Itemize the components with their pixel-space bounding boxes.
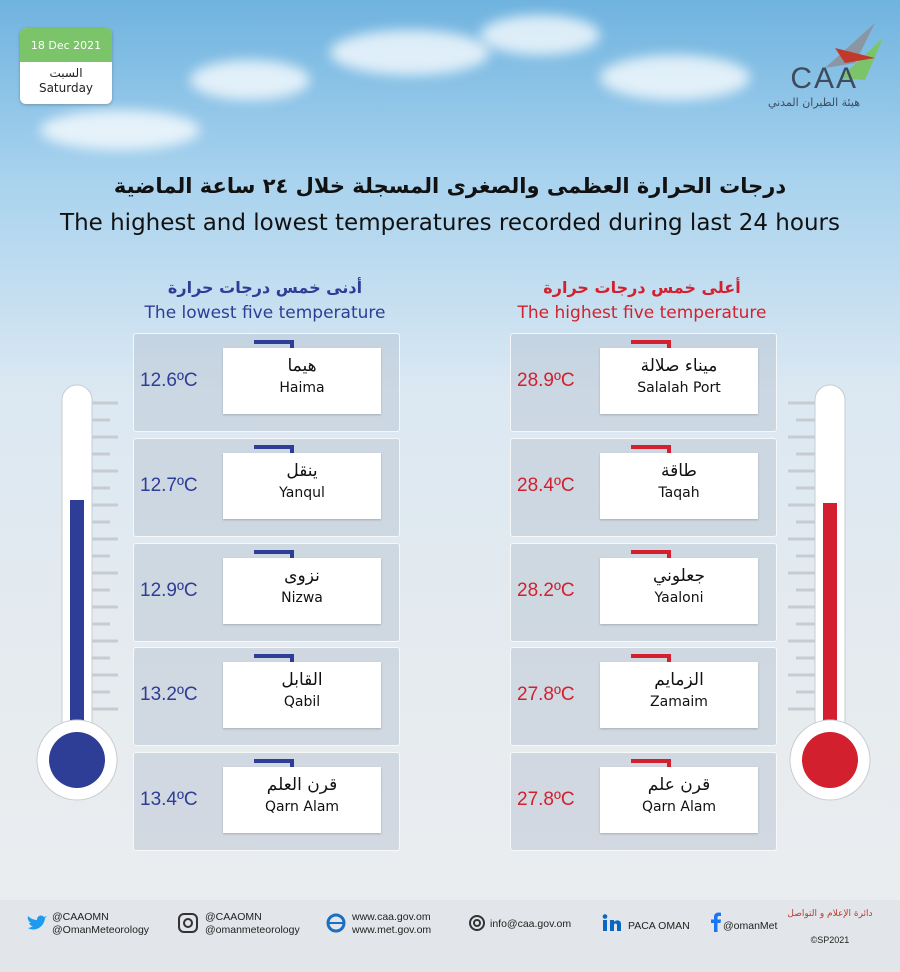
- station-box: جعلوني Yaaloni: [600, 557, 758, 624]
- temperature: 12.9ºC: [140, 579, 198, 601]
- station-card: القابل Qabil 13.2ºC: [133, 647, 400, 747]
- station-name-ar: جعلوني: [652, 565, 706, 586]
- station-box: قرن العلم Qarn Alam: [223, 767, 381, 834]
- heading-en: The lowest five temperature: [144, 303, 386, 323]
- heading-en: The highest five temperature: [517, 303, 767, 323]
- station-name-en: Yaaloni: [654, 589, 704, 606]
- station-name-ar: ينقل: [286, 460, 318, 481]
- cloud: [190, 60, 310, 100]
- station-name-ar: هيما: [287, 356, 317, 376]
- instagram-icon: [178, 913, 198, 933]
- station-name-ar: الزمايم: [654, 670, 704, 691]
- temperature: 28.2ºC: [517, 579, 575, 601]
- station-name-en: Nizwa: [281, 589, 323, 606]
- station-card: هيما Haima 12.6ºC: [133, 333, 400, 432]
- station-card: قرن علم Qarn Alam 27.8ºC: [510, 752, 777, 852]
- station-box: القابل Qabil: [223, 662, 381, 729]
- station-name-ar: طاقة: [661, 460, 697, 481]
- station-name-ar: قرن العلم: [266, 775, 338, 796]
- weekday-ar: السبت: [49, 66, 83, 80]
- weekday-en: Saturday: [38, 81, 94, 95]
- station-box: ميناء صلالة Salalah Port: [600, 348, 758, 414]
- handle: @CAAOMN: [205, 911, 262, 923]
- footer: @CAAOMN @OmanMeteorology @CAAOMN @omanmete…: [0, 900, 900, 972]
- station-name-en: Zamaim: [650, 694, 708, 711]
- station-name-en: Qarn Alam: [641, 799, 717, 816]
- link: www.caa.gov.om: [352, 911, 431, 923]
- station-card: جعلوني Yaaloni 28.2ºC: [510, 542, 777, 642]
- logo-abbr: CAA: [790, 62, 858, 95]
- logo-mark: [825, 23, 883, 80]
- heading-ar: أدنى خمس درجات حرارة: [167, 278, 363, 297]
- handle: @CAAOMN: [52, 911, 109, 923]
- temperature: 12.6ºC: [140, 370, 198, 391]
- station-name-en: Yanqul: [279, 484, 325, 501]
- facebook-icon: [711, 912, 721, 932]
- twitter-handles: @CAAOMN @OmanMeteorology: [52, 911, 149, 937]
- twitter-icon: [27, 915, 47, 930]
- handle: @OmanMeteorology: [52, 924, 150, 936]
- cloud: [600, 55, 750, 100]
- station-name-en: Salalah Port: [637, 380, 721, 396]
- temperature: 27.8ºC: [517, 684, 575, 706]
- copyright: ©SP2021: [810, 935, 850, 945]
- temperature: 27.8ºC: [517, 789, 575, 811]
- temperature: 13.2ºC: [140, 684, 198, 706]
- station-box: طاقة Taqah: [600, 452, 758, 519]
- station-box: نزوى Nizwa: [223, 557, 381, 624]
- linkedin-icon: [602, 914, 621, 931]
- station-name-ar: نزوى: [284, 565, 320, 586]
- station-box: الزمايم Zamaim: [600, 662, 758, 729]
- station-box: قرن علم Qarn Alam: [600, 767, 758, 834]
- station-card: ميناء صلالة Salalah Port 28.9ºC: [510, 333, 777, 432]
- station-name-en: Haima: [279, 380, 325, 396]
- station-card: نزوى Nizwa 12.9ºC: [133, 542, 400, 642]
- linkedin: PACA OMAN: [628, 920, 690, 932]
- station-card: قرن العلم Qarn Alam 13.4ºC: [133, 752, 400, 852]
- web-icon: [326, 913, 346, 933]
- temperature: 28.4ºC: [517, 474, 575, 496]
- thermometer-hot: [788, 384, 871, 801]
- cloud: [480, 15, 600, 55]
- station-name-en: Taqah: [658, 484, 700, 501]
- station-name-ar: القابل: [281, 670, 323, 691]
- temperature: 28.9ºC: [517, 370, 575, 391]
- station-name-ar: قرن علم: [647, 775, 711, 796]
- title-en: The highest and lowest temperatures reco…: [60, 210, 840, 236]
- facebook: @omanMet: [723, 920, 778, 932]
- station-card: الزمايم Zamaim 27.8ºC: [510, 647, 777, 747]
- handle: @omanmeteorology: [205, 924, 300, 936]
- station-box: هيما Haima: [223, 348, 381, 414]
- temperature: 12.7ºC: [140, 474, 198, 496]
- station-card: ينقل Yanqul 12.7ºC: [133, 437, 400, 537]
- department: دائرة الإعلام و التواصل: [787, 909, 873, 919]
- link: www.met.gov.om: [352, 924, 432, 936]
- logo-name: هيئة الطيران المدني: [767, 96, 860, 109]
- station-name-ar: ميناء صلالة: [640, 356, 718, 376]
- heading-ar: أعلى خمس درجات حرارة: [543, 278, 741, 297]
- station-box: ينقل Yanqul: [223, 452, 381, 519]
- temperature: 13.4ºC: [140, 789, 198, 811]
- station-name-en: Qabil: [283, 694, 321, 711]
- calendar: 18 Dec 2021 السبت Saturday: [20, 28, 112, 104]
- station-name-en: Qarn Alam: [264, 799, 340, 816]
- station-card: طاقة Taqah 28.4ºC: [510, 437, 777, 537]
- email-icon: [469, 915, 485, 931]
- web-links: www.caa.gov.om www.met.gov.om: [352, 911, 431, 937]
- title-ar: درجات الحرارة العظمى والصغرى المسجلة خلا…: [113, 174, 787, 198]
- instagram-handles: @CAAOMN @omanmeteorology: [205, 911, 300, 937]
- cloud: [40, 110, 200, 150]
- thermometer-cold: [36, 384, 118, 801]
- calendar-date: 18 Dec 2021: [20, 28, 112, 62]
- cloud: [330, 30, 490, 75]
- email: info@caa.gov.om: [490, 918, 572, 930]
